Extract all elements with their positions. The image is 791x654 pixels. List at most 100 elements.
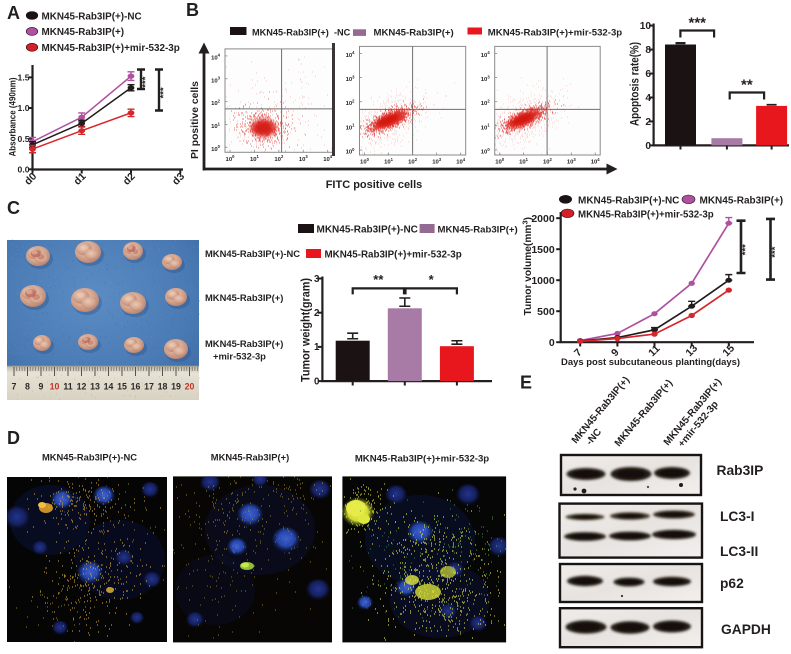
svg-text:101: 101 — [346, 123, 356, 132]
svg-text:Tumor weight(gram): Tumor weight(gram) — [301, 278, 313, 382]
svg-text:103: 103 — [299, 154, 309, 163]
svg-text:MKN45-Rab3IP(+)+mir-532-3p: MKN45-Rab3IP(+)+mir-532-3p — [355, 454, 489, 465]
svg-text:3: 3 — [314, 274, 320, 285]
svg-text:***: *** — [141, 76, 152, 87]
svg-text:103: 103 — [346, 74, 356, 83]
svg-text:**: ** — [373, 272, 384, 287]
svg-text:104: 104 — [323, 154, 333, 163]
svg-text:Absorbance (490nm): Absorbance (490nm) — [8, 78, 18, 157]
svg-text:7: 7 — [12, 382, 17, 392]
svg-text:16: 16 — [131, 382, 141, 392]
svg-text:MKN45-Rab3IP(+)+mir-532-3p: MKN45-Rab3IP(+)+mir-532-3p — [578, 209, 714, 220]
svg-text:103: 103 — [567, 157, 577, 166]
svg-text:FITC positive cells: FITC positive cells — [326, 179, 423, 191]
svg-text:MKN45-Rab3IP(+)-NC: MKN45-Rab3IP(+)-NC — [205, 248, 300, 259]
svg-text:MKN45-Rab3IP(+): MKN45-Rab3IP(+) — [700, 195, 784, 206]
svg-text:104: 104 — [346, 50, 356, 59]
svg-text:101: 101 — [519, 157, 529, 166]
svg-text:102: 102 — [211, 98, 221, 107]
svg-text:LC3-II: LC3-II — [720, 544, 758, 559]
svg-text:MKN45-Rab3IP(+) -NC: MKN45-Rab3IP(+) -NC — [252, 27, 351, 37]
svg-text:***: *** — [159, 87, 170, 98]
svg-text:101: 101 — [211, 121, 221, 130]
svg-text:MKN45-Rab3IP(+)-NC: MKN45-Rab3IP(+)-NC — [42, 11, 142, 22]
svg-text:PI positive cells: PI positive cells — [190, 81, 201, 159]
svg-text:MKN45-Rab3IP(+)-NC: MKN45-Rab3IP(+)-NC — [317, 225, 418, 236]
svg-text:MKN45-Rab3IP(+): MKN45-Rab3IP(+) — [42, 27, 125, 38]
svg-text:+mir-532-3p: +mir-532-3p — [213, 351, 266, 362]
svg-text:8: 8 — [25, 382, 30, 392]
svg-text:15: 15 — [117, 382, 127, 392]
svg-text:2000: 2000 — [531, 213, 555, 225]
svg-text:C: C — [7, 198, 20, 218]
svg-text:104: 104 — [211, 53, 221, 62]
svg-text:MKN45-Rab3IP(+): MKN45-Rab3IP(+) — [205, 338, 283, 349]
svg-text:104: 104 — [591, 157, 601, 166]
svg-text:10: 10 — [50, 382, 60, 392]
svg-text:Tumor volume(mm3): Tumor volume(mm3) — [521, 217, 535, 316]
svg-text:102: 102 — [543, 157, 553, 166]
svg-text:100: 100 — [226, 154, 236, 163]
svg-text:103: 103 — [432, 157, 442, 166]
svg-text:1000: 1000 — [531, 275, 555, 287]
svg-text:2: 2 — [314, 308, 320, 319]
svg-text:MKN45-Rab3IP(+): MKN45-Rab3IP(+) — [211, 452, 289, 463]
svg-text:1500: 1500 — [531, 244, 555, 256]
svg-text:1: 1 — [314, 342, 320, 353]
svg-text:10: 10 — [640, 21, 652, 32]
svg-text:102: 102 — [346, 99, 356, 108]
svg-text:E: E — [520, 373, 532, 393]
svg-text:0.5: 0.5 — [18, 134, 30, 144]
svg-text:Days post subcutaneous plantin: Days post subcutaneous planting(days) — [561, 357, 740, 368]
svg-text:101: 101 — [250, 154, 260, 163]
svg-text:4: 4 — [645, 93, 651, 104]
svg-text:500: 500 — [537, 306, 555, 318]
svg-text:Rab3IP: Rab3IP — [717, 463, 764, 478]
svg-text:*: * — [429, 272, 435, 287]
svg-text:Apoptosis rate(%): Apoptosis rate(%) — [628, 42, 642, 126]
svg-text:9: 9 — [39, 382, 44, 392]
svg-text:MKN45-Rab3IP(+)+mir-532-3p: MKN45-Rab3IP(+)+mir-532-3p — [325, 250, 462, 261]
svg-text:MKN45-Rab3IP(+)+mir-532-3p: MKN45-Rab3IP(+)+mir-532-3p — [488, 27, 622, 38]
svg-text:19: 19 — [171, 382, 181, 392]
svg-text:14: 14 — [104, 382, 114, 392]
svg-text:11: 11 — [63, 382, 72, 392]
svg-text:0.0: 0.0 — [18, 164, 30, 174]
svg-text:***: *** — [741, 244, 752, 255]
svg-text:6: 6 — [645, 69, 651, 80]
svg-text:102: 102 — [481, 99, 491, 108]
svg-text:***: *** — [688, 15, 706, 32]
svg-text:MKN45-Rab3IP(+): MKN45-Rab3IP(+) — [438, 225, 518, 236]
svg-text:100: 100 — [495, 157, 505, 166]
svg-text:102: 102 — [408, 157, 418, 166]
svg-text:100: 100 — [481, 147, 491, 156]
svg-text:13: 13 — [90, 382, 100, 392]
svg-text:LC3-I: LC3-I — [720, 509, 755, 524]
svg-text:100: 100 — [211, 144, 221, 153]
svg-text:18: 18 — [158, 382, 168, 392]
svg-text:1.5: 1.5 — [18, 72, 30, 82]
svg-text:104: 104 — [456, 157, 466, 166]
svg-text:1.0: 1.0 — [18, 103, 30, 113]
svg-text:GAPDH: GAPDH — [721, 622, 771, 637]
svg-text:100: 100 — [360, 157, 370, 166]
svg-text:104: 104 — [481, 50, 491, 59]
svg-text:8: 8 — [645, 45, 651, 56]
svg-text:0: 0 — [549, 337, 555, 349]
svg-text:MKN45-Rab3IP(+)-NC: MKN45-Rab3IP(+)-NC — [578, 195, 679, 206]
svg-text:***: *** — [770, 246, 781, 257]
svg-text:0: 0 — [314, 376, 320, 387]
svg-text:17: 17 — [144, 382, 154, 392]
svg-text:MKN45-Rab3IP(+)-NC: MKN45-Rab3IP(+)-NC — [42, 452, 137, 463]
svg-text:A: A — [7, 3, 20, 23]
svg-text:101: 101 — [481, 123, 491, 132]
svg-text:12: 12 — [77, 382, 87, 392]
svg-text:102: 102 — [274, 154, 284, 163]
svg-text:20: 20 — [185, 382, 195, 392]
svg-text:2: 2 — [645, 117, 651, 128]
svg-text:103: 103 — [211, 76, 221, 85]
svg-text:101: 101 — [384, 157, 394, 166]
svg-text:MKN45-Rab3IP(+): MKN45-Rab3IP(+) — [374, 27, 454, 38]
svg-text:p62: p62 — [720, 576, 744, 591]
svg-text:D: D — [7, 428, 20, 448]
